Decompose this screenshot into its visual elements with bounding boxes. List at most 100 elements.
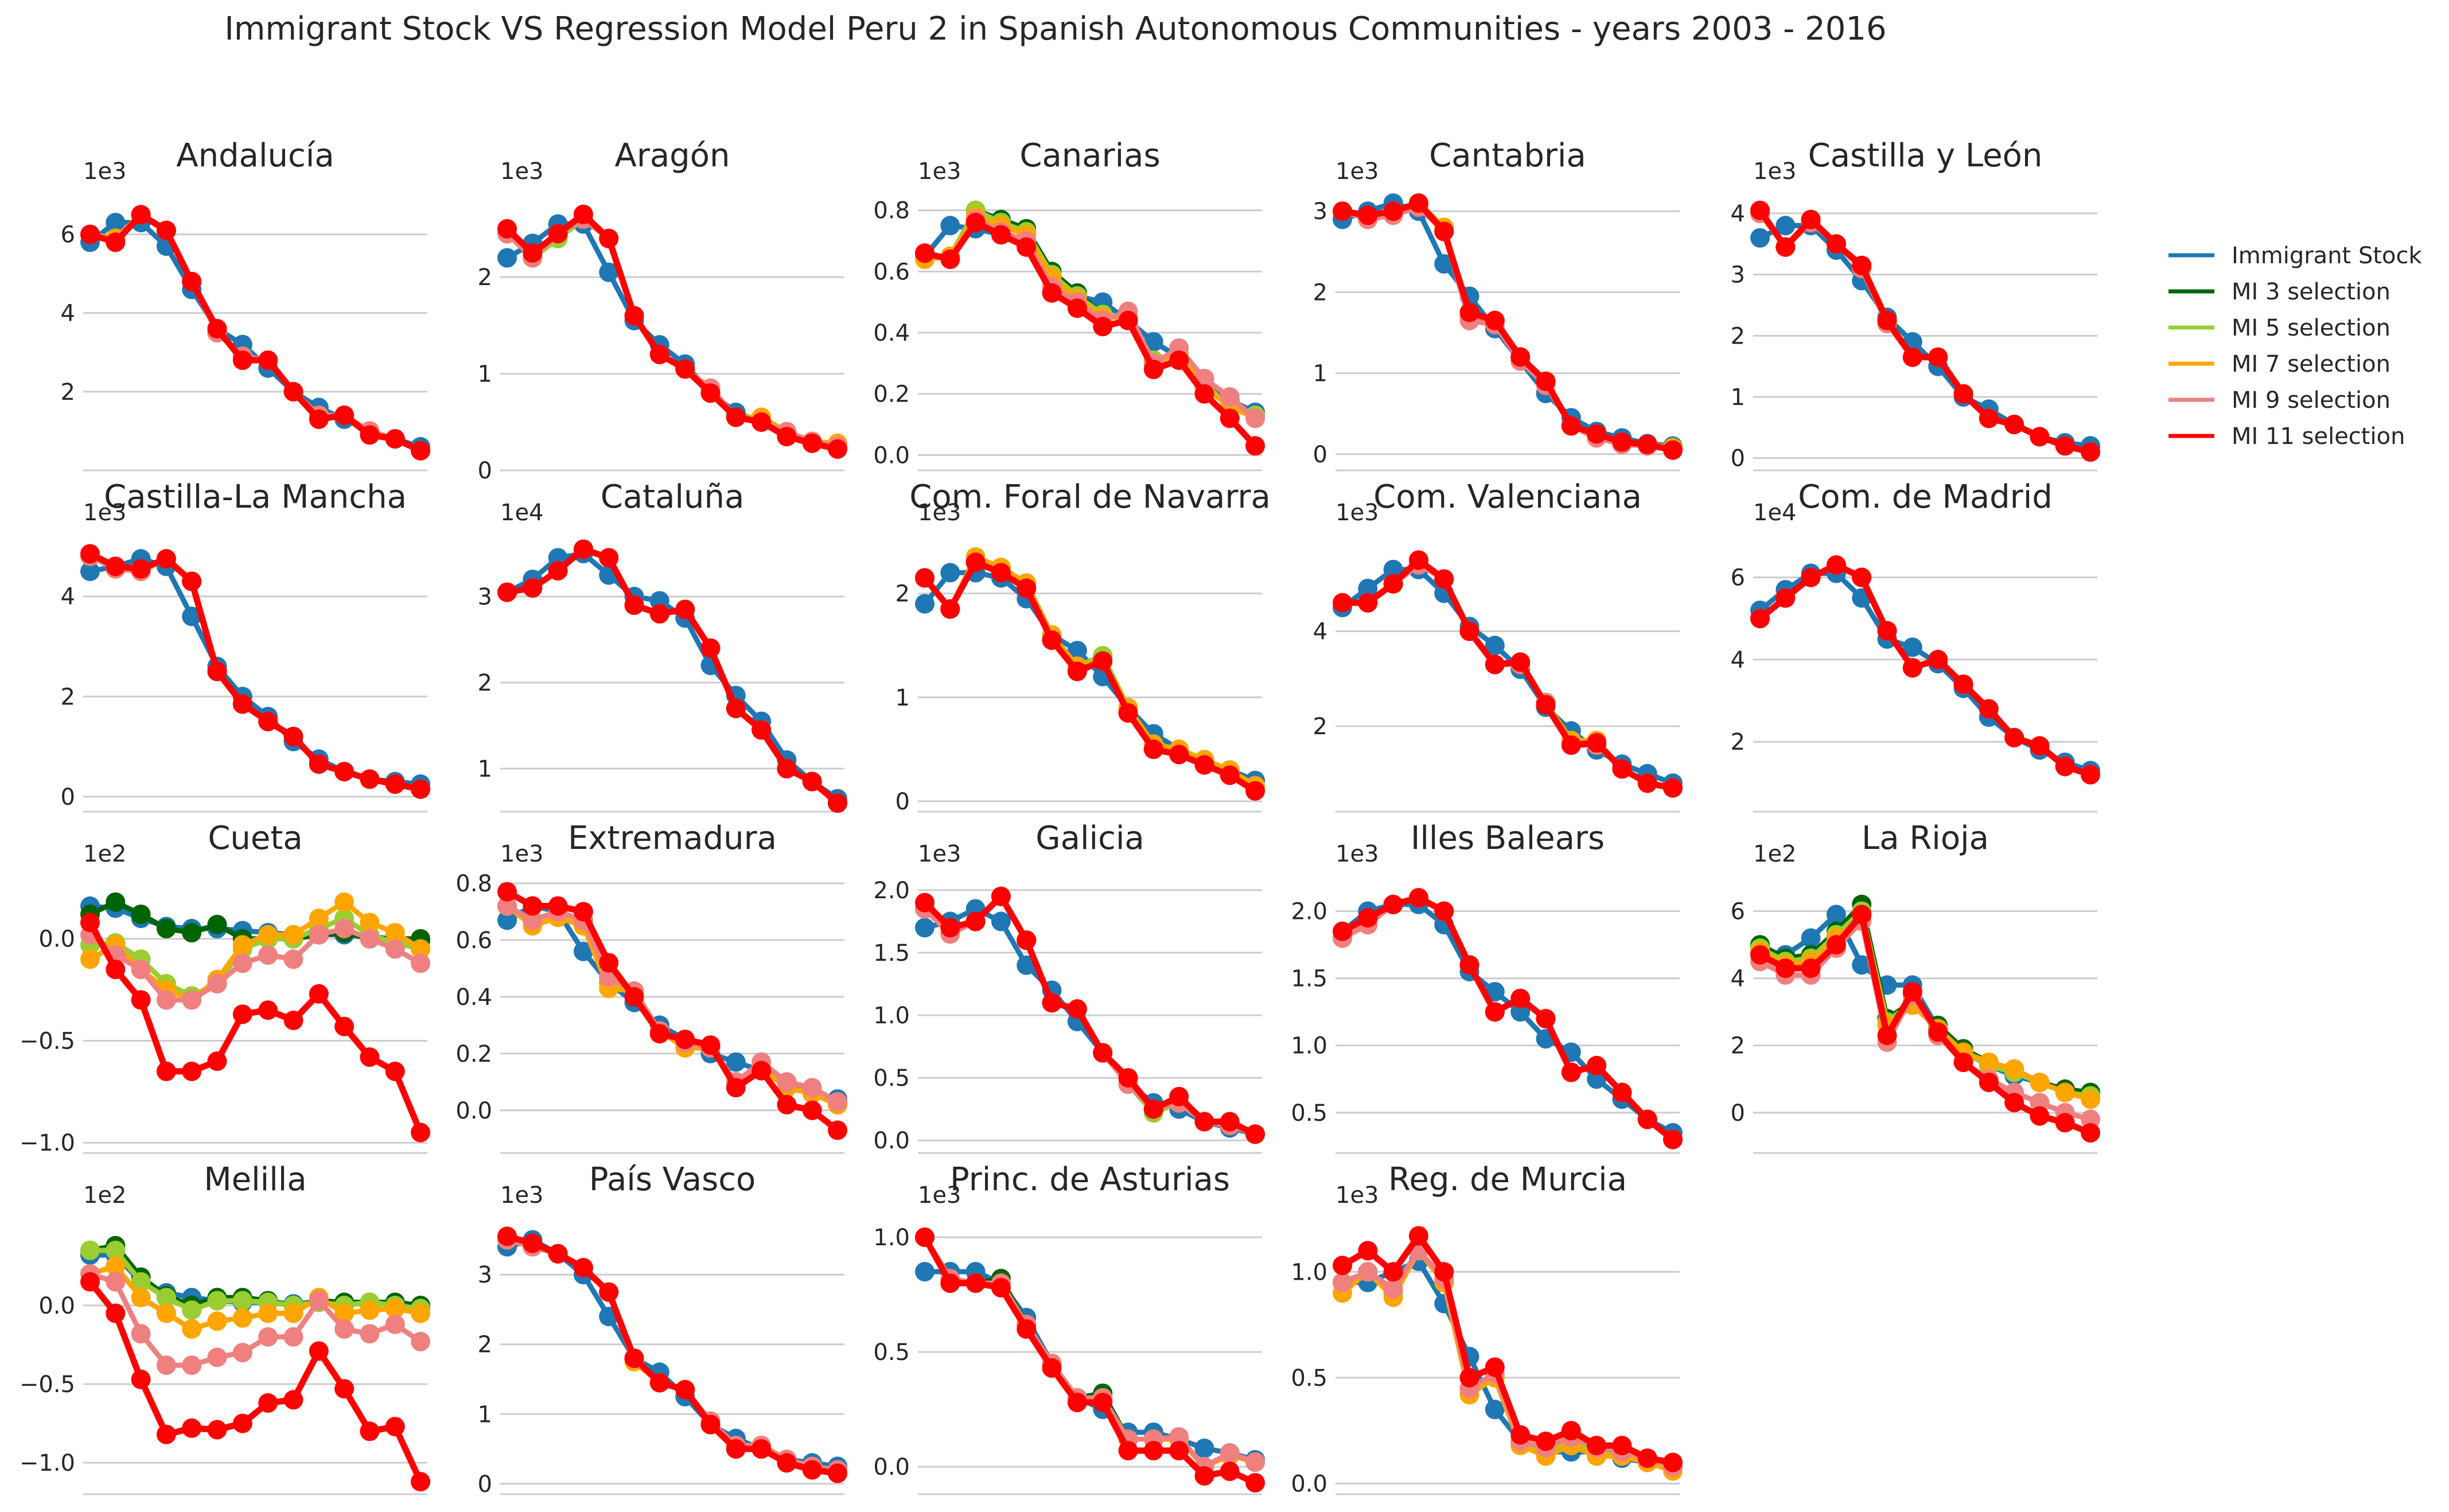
data-point [940,1273,960,1293]
data-point [1877,1026,1897,1046]
data-point [1194,384,1214,404]
data-point [1358,1262,1378,1282]
data-point [1194,1112,1214,1132]
data-point [700,1035,721,1055]
data-point [700,383,721,403]
panel-title: País Vasco [589,1161,756,1198]
data-point [1383,559,1403,579]
y-tick-label: −0.5 [20,1028,75,1054]
data-point [1383,894,1403,914]
data-point [1358,908,1378,928]
data-point [385,1299,405,1319]
data-point [752,412,772,432]
data-point [1485,636,1505,656]
data-point [1663,1129,1683,1149]
data-point [497,219,517,239]
data-point [2055,1082,2075,1102]
axis-exponent-label: 1e2 [83,1182,127,1209]
series-line [504,216,840,449]
data-point [156,990,176,1010]
y-tick-label: 2 [1313,279,1327,306]
data-point [1637,773,1657,793]
data-point [2081,765,2100,785]
y-tick-label: 0 [1731,446,1745,472]
data-point [1143,332,1163,352]
data-point [777,427,797,447]
y-tick-label: 2 [1731,323,1745,349]
data-point [1979,408,1999,428]
y-tick-label: 0.0 [873,442,910,469]
data-point [283,949,303,969]
series-mi-9-selection [80,546,430,799]
data-point [385,923,405,942]
series-line [1757,211,2093,455]
data-point [131,1272,151,1292]
series-immigrant-stock [80,549,430,794]
data-point [360,1421,380,1441]
y-tick-label: −0.5 [20,1371,75,1398]
data-point [1801,567,1821,587]
y-tick-label: 6 [1731,899,1745,925]
series-line [922,1269,1258,1463]
data-point [2004,728,2024,747]
data-point [1333,921,1352,941]
panel-melilla: −1.0 −0.5 0.0 1e2 Melilla [20,1161,430,1495]
data-point [1408,888,1428,908]
data-point [548,1244,568,1264]
data-point [1801,958,1821,978]
data-point [1852,567,1872,587]
data-point [991,911,1011,932]
y-tick-label: 1 [1313,361,1327,387]
y-tick-label: 1 [478,361,492,388]
y-tick-label: 0.0 [38,1293,75,1319]
data-point [1561,735,1581,755]
data-point [182,1300,202,1320]
series-line [87,554,423,792]
legend: Immigrant Stock MI 3 selection MI 5 select… [2168,243,2422,450]
panel-title: Canarias [1019,137,1160,174]
series-line [504,221,840,449]
data-point [599,953,619,973]
series-line [87,212,423,454]
data-point [1118,1068,1138,1088]
series-mi-11-selection [1333,550,1683,798]
data-point [258,925,278,945]
data-point [1042,1358,1062,1378]
data-point [752,1439,772,1459]
data-point [599,228,619,248]
series-line [1340,562,1676,791]
series-line [504,1233,841,1476]
data-point [385,1417,405,1437]
data-point [360,1300,380,1320]
y-tick-label: 0.2 [873,381,910,408]
data-point [1220,1443,1240,1463]
series-mi-5-selection [1333,888,1683,1149]
data-point [1383,201,1403,221]
data-point [385,1061,405,1081]
data-point [1852,905,1872,925]
data-point [385,939,405,959]
data-point [828,1092,847,1112]
y-tick-label: 0 [478,458,492,484]
data-point [1358,593,1378,613]
data-point [1979,1073,1999,1093]
data-point [334,1379,355,1399]
series-immigrant-stock [915,1262,1265,1470]
series-line [1340,562,1676,791]
y-tick-label: 4 [61,301,75,327]
series-mi-11-selection [1333,888,1683,1149]
data-point [283,1327,303,1347]
series-immigrant-stock [1333,193,1683,456]
series-line [504,903,840,1102]
data-point [1434,901,1454,921]
data-point [2030,1093,2050,1113]
data-point [2030,1106,2050,1126]
data-point [1459,621,1479,641]
data-point [2030,736,2050,756]
data-point [523,243,543,263]
data-point [80,913,100,933]
data-point [309,1291,329,1311]
series-mi-11-selection [915,1227,1265,1492]
data-point [915,1262,935,1281]
data-point [1776,588,1796,608]
